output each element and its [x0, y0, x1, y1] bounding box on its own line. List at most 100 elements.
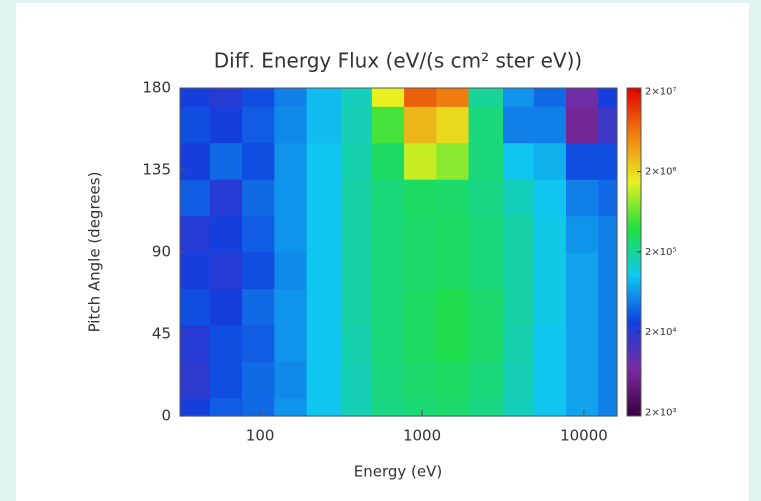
- heat-cell: [371, 142, 405, 180]
- heat-cell: [306, 215, 342, 253]
- heat-cell: [565, 361, 599, 399]
- heat-cell: [371, 215, 405, 253]
- heat-cell: [404, 88, 437, 107]
- heat-cell: [209, 88, 243, 107]
- heat-cell: [306, 324, 342, 362]
- heat-cell: [180, 179, 211, 217]
- heat-cell: [242, 361, 275, 399]
- heat-cell: [341, 324, 373, 362]
- heat-cell: [180, 142, 211, 180]
- heat-cell: [502, 142, 535, 180]
- heat-cell: [371, 324, 405, 362]
- heat-cell: [341, 179, 373, 217]
- heat-cell: [209, 215, 243, 253]
- heat-cell: [468, 142, 504, 180]
- heat-cell: [436, 179, 470, 217]
- heat-cell: [436, 252, 470, 290]
- heat-cell: [404, 106, 437, 144]
- heat-cell: [306, 142, 342, 180]
- heat-cell: [565, 397, 599, 417]
- heat-cell: [533, 142, 567, 180]
- heat-cell: [468, 288, 504, 326]
- heat-cell: [533, 361, 567, 399]
- heat-cell: [533, 324, 567, 362]
- heat-cell: [209, 361, 243, 399]
- x-tick-label: 1000: [403, 427, 441, 445]
- heat-cell: [468, 324, 504, 362]
- heat-cell: [436, 106, 470, 144]
- heat-cell: [404, 288, 437, 326]
- heat-cell: [209, 106, 243, 144]
- heat-cell: [306, 288, 342, 326]
- heat-cell: [468, 179, 504, 217]
- heat-cell: [502, 179, 535, 217]
- heat-cell: [404, 324, 437, 362]
- x-axis-label: Energy (eV): [354, 463, 442, 481]
- heat-cell: [404, 252, 437, 290]
- heat-cell: [533, 252, 567, 290]
- heat-cell: [371, 288, 405, 326]
- heat-cell: [341, 361, 373, 399]
- heat-cell: [404, 361, 437, 399]
- heat-cell: [468, 252, 504, 290]
- heat-cell: [468, 88, 504, 107]
- heat-cell: [502, 361, 535, 399]
- heat-cell: [306, 361, 342, 399]
- heat-cell: [502, 88, 535, 107]
- heat-cell: [274, 397, 308, 417]
- heat-cell: [436, 88, 470, 107]
- heat-cell: [565, 252, 599, 290]
- heat-cell: [533, 215, 567, 253]
- heat-cell: [502, 397, 535, 417]
- heat-cell: [274, 324, 308, 362]
- heat-cell: [502, 106, 535, 144]
- heat-cell: [565, 142, 599, 180]
- heat-cell: [436, 361, 470, 399]
- heat-cell: [209, 252, 243, 290]
- heat-cell: [371, 106, 405, 144]
- y-tick-label: 45: [152, 325, 171, 343]
- heat-cell: [274, 361, 308, 399]
- heat-cell: [341, 215, 373, 253]
- heat-cell: [468, 361, 504, 399]
- heat-cell: [274, 142, 308, 180]
- colorbar-tick-label: 2×10⁷: [645, 86, 676, 97]
- heat-cell: [209, 179, 243, 217]
- colorbar-tick-label: 2×10⁶: [645, 167, 676, 178]
- heat-cell: [341, 106, 373, 144]
- heat-cell: [306, 397, 342, 417]
- heat-cell: [533, 88, 567, 107]
- heat-cell: [436, 324, 470, 362]
- heat-cell: [371, 397, 405, 417]
- heat-cell: [533, 179, 567, 217]
- heat-cell: [242, 324, 275, 362]
- heat-cell: [404, 215, 437, 253]
- heat-cell: [242, 252, 275, 290]
- heat-cell: [502, 215, 535, 253]
- heat-cell: [598, 106, 618, 144]
- heat-cell: [242, 215, 275, 253]
- heat-cell: [242, 397, 275, 417]
- heat-cell: [180, 324, 211, 362]
- y-tick-label: 180: [142, 79, 171, 97]
- heat-cell: [341, 252, 373, 290]
- heat-cell: [341, 397, 373, 417]
- heat-cell: [274, 215, 308, 253]
- heat-cell: [565, 324, 599, 362]
- heat-cell: [274, 179, 308, 217]
- heat-cell: [209, 397, 243, 417]
- y-tick-label: 90: [152, 243, 171, 261]
- heat-cell: [436, 288, 470, 326]
- heat-cell: [306, 252, 342, 290]
- heat-cell: [242, 88, 275, 107]
- heat-cell: [180, 288, 211, 326]
- heat-cell: [533, 288, 567, 326]
- y-tick-label: 135: [142, 161, 171, 179]
- heat-cell: [242, 106, 275, 144]
- heat-cell: [274, 252, 308, 290]
- heat-cell: [565, 88, 599, 107]
- heat-cell: [404, 179, 437, 217]
- heat-cell: [598, 142, 618, 180]
- heat-cell: [598, 215, 618, 253]
